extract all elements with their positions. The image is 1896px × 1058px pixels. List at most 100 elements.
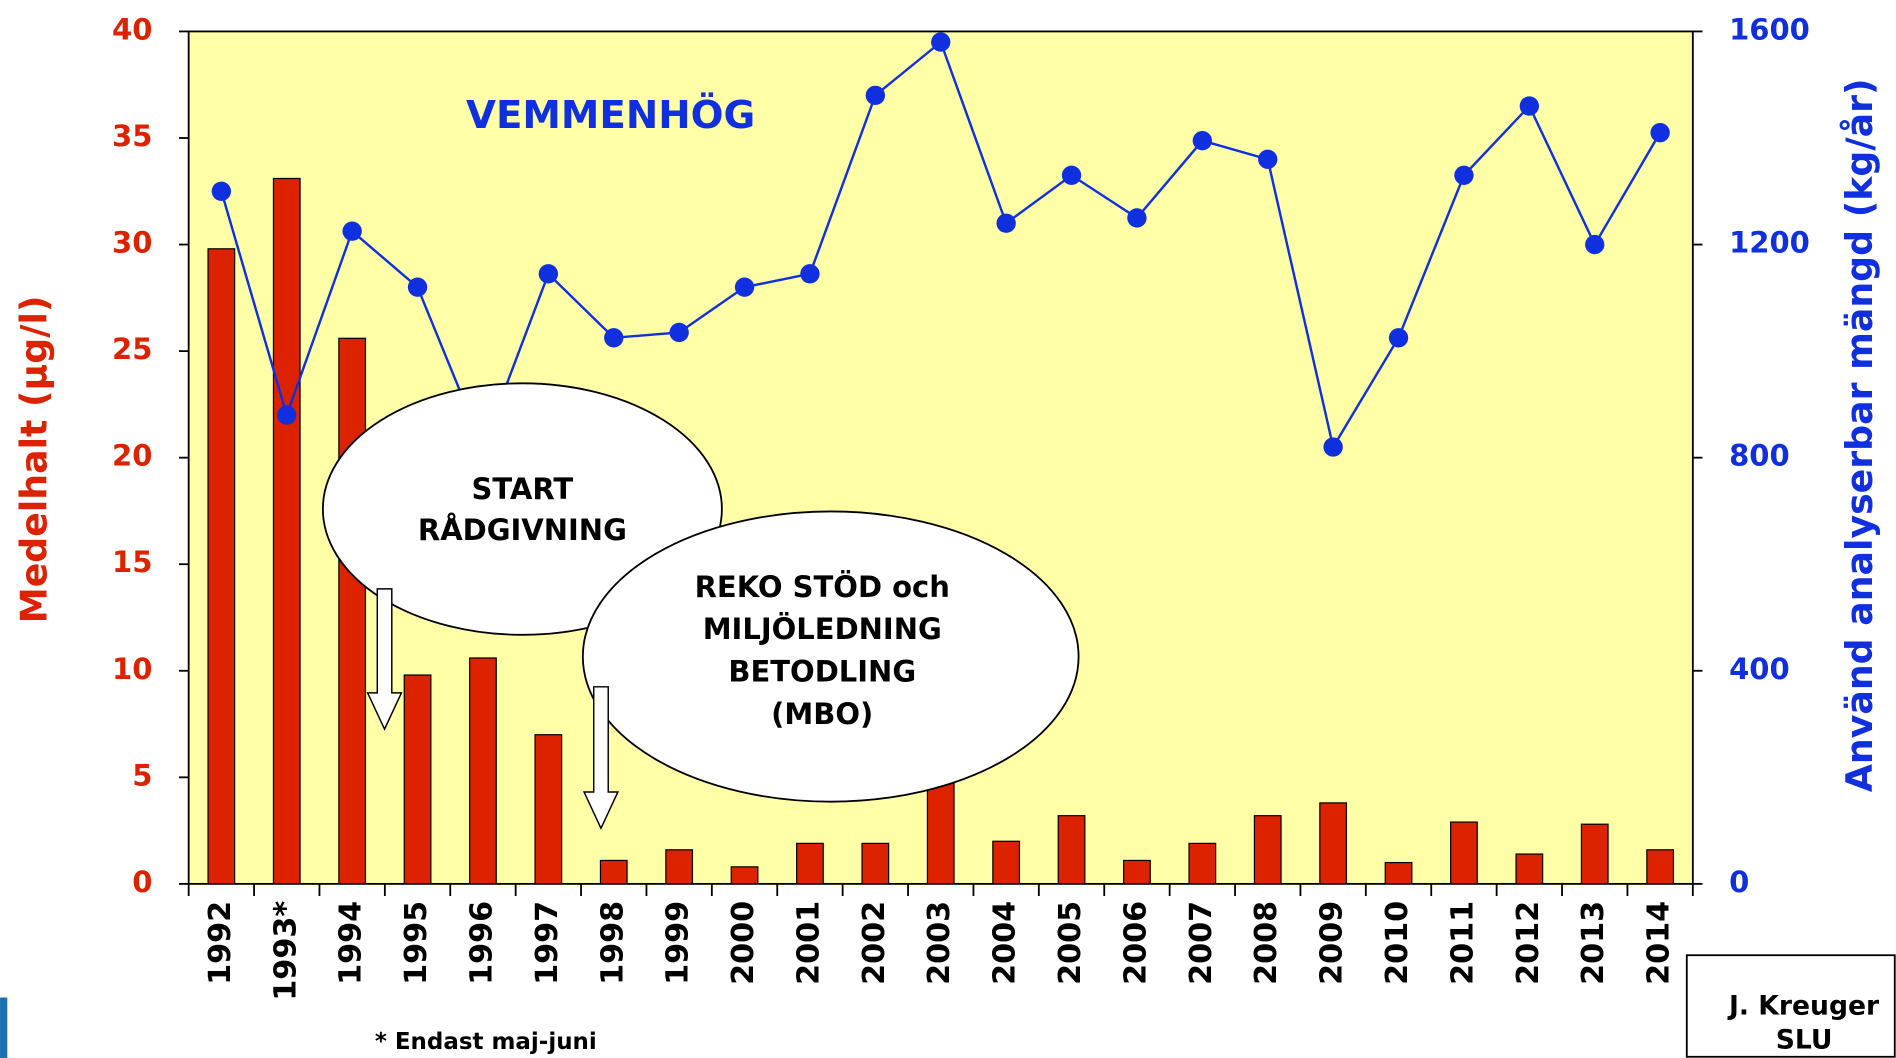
x-tick-label: 1995 <box>399 901 434 985</box>
x-tick-label: 1997 <box>530 901 565 985</box>
bar <box>861 842 890 885</box>
y2-axis-label: Använd analyserbar mängd (kg/år) <box>1838 78 1881 792</box>
x-tick-label: 1994 <box>334 901 369 985</box>
point <box>342 221 362 241</box>
point <box>211 181 232 201</box>
y-tick-label: 25 <box>112 332 152 366</box>
point <box>865 85 886 106</box>
y-tick-label: 35 <box>112 119 152 153</box>
callout-text: REKO STÖD och <box>695 570 950 604</box>
y2-tick-label: 1200 <box>1729 226 1810 260</box>
x-tick-label: 2013 <box>1576 901 1611 985</box>
bar <box>1646 849 1675 885</box>
bar <box>338 337 367 885</box>
x-tick-label: 2005 <box>1053 901 1088 985</box>
bar <box>1188 842 1217 885</box>
chart-title: VEMMENHÖG <box>466 91 755 138</box>
callout-text: RÅDGIVNING <box>418 513 627 547</box>
point <box>734 277 755 297</box>
y-tick-label: 5 <box>132 758 152 792</box>
x-tick-label: 2003 <box>922 901 957 985</box>
y2-tick-label: 800 <box>1729 439 1790 473</box>
point <box>1192 130 1213 151</box>
x-tick-label: 1992 <box>203 901 238 985</box>
y2-tick-label: 0 <box>1729 865 1749 899</box>
callout-bubble <box>581 510 1080 803</box>
bar <box>272 177 301 885</box>
point <box>669 322 689 343</box>
bar <box>665 849 694 885</box>
x-tick-label: 1993* <box>268 901 303 1001</box>
callout-bubble <box>321 382 723 636</box>
point <box>996 213 1016 233</box>
bar <box>1253 815 1282 885</box>
bar <box>207 248 236 885</box>
point <box>1519 96 1540 116</box>
bar <box>534 734 563 885</box>
x-tick-label: 1996 <box>464 901 499 985</box>
x-tick-label: 2008 <box>1249 901 1284 985</box>
x-tick-label: 2010 <box>1380 901 1415 985</box>
point <box>800 264 820 284</box>
y-tick-label: 30 <box>112 226 152 260</box>
bar <box>796 842 824 885</box>
x-tick-label: 2011 <box>1445 901 1480 985</box>
x-tick-label: 2000 <box>726 901 761 985</box>
y-axis-label: Medelhalt (µg/l) <box>12 296 55 624</box>
point <box>1061 165 1082 185</box>
bar <box>992 840 1021 885</box>
callout-text: BETODLING <box>728 654 916 688</box>
y-tick-label: 10 <box>112 652 152 686</box>
bar <box>1580 823 1609 885</box>
bar <box>1123 859 1151 885</box>
point <box>1650 122 1670 143</box>
point <box>277 405 297 425</box>
credit-text: SLU <box>1776 1025 1833 1056</box>
y-tick-label: 40 <box>112 12 152 46</box>
x-tick-label: 1998 <box>595 901 630 985</box>
bar <box>403 674 432 885</box>
x-tick-label: 2012 <box>1511 901 1546 985</box>
x-tick-label: 2007 <box>1184 901 1219 985</box>
callout-text: START <box>472 472 574 506</box>
x-tick-label: 2001 <box>791 901 826 985</box>
point <box>1127 208 1147 228</box>
arrow <box>582 686 620 830</box>
bar <box>1515 853 1544 885</box>
bar <box>599 859 628 885</box>
bar <box>926 776 955 885</box>
x-tick-label: 2002 <box>857 901 892 985</box>
point <box>1585 234 1605 255</box>
bar <box>1057 815 1086 885</box>
point <box>407 277 428 297</box>
x-tick-label: 1999 <box>661 901 696 985</box>
point <box>538 264 559 284</box>
x-tick-label: 2006 <box>1118 901 1153 985</box>
callout-text: (MBO) <box>771 697 873 731</box>
x-tick-label: 2009 <box>1315 901 1350 985</box>
y2-tick-label: 1600 <box>1729 12 1810 46</box>
edge-decoration <box>0 997 8 1058</box>
x-tick-label: 2014 <box>1642 901 1677 985</box>
bar <box>1384 861 1413 885</box>
footnote: * Endast maj-juni <box>375 1029 597 1055</box>
bar <box>469 657 497 885</box>
arrow <box>366 588 403 731</box>
point <box>1323 437 1343 457</box>
bar <box>1450 821 1478 885</box>
bar <box>1319 802 1348 885</box>
point <box>604 328 624 348</box>
point <box>931 32 951 52</box>
credit-box <box>1685 954 1896 1058</box>
y-tick-label: 15 <box>112 545 152 579</box>
credit-text: J. Kreuger <box>1727 991 1880 1022</box>
y-tick-label: 20 <box>112 439 152 473</box>
x-tick-label: 2004 <box>988 901 1023 985</box>
y-tick-label: 0 <box>132 865 152 899</box>
callout-text: MILJÖLEDNING <box>703 612 942 646</box>
y2-tick-label: 400 <box>1729 652 1790 686</box>
point <box>1454 165 1474 185</box>
bar <box>730 866 759 885</box>
point <box>1258 149 1278 169</box>
